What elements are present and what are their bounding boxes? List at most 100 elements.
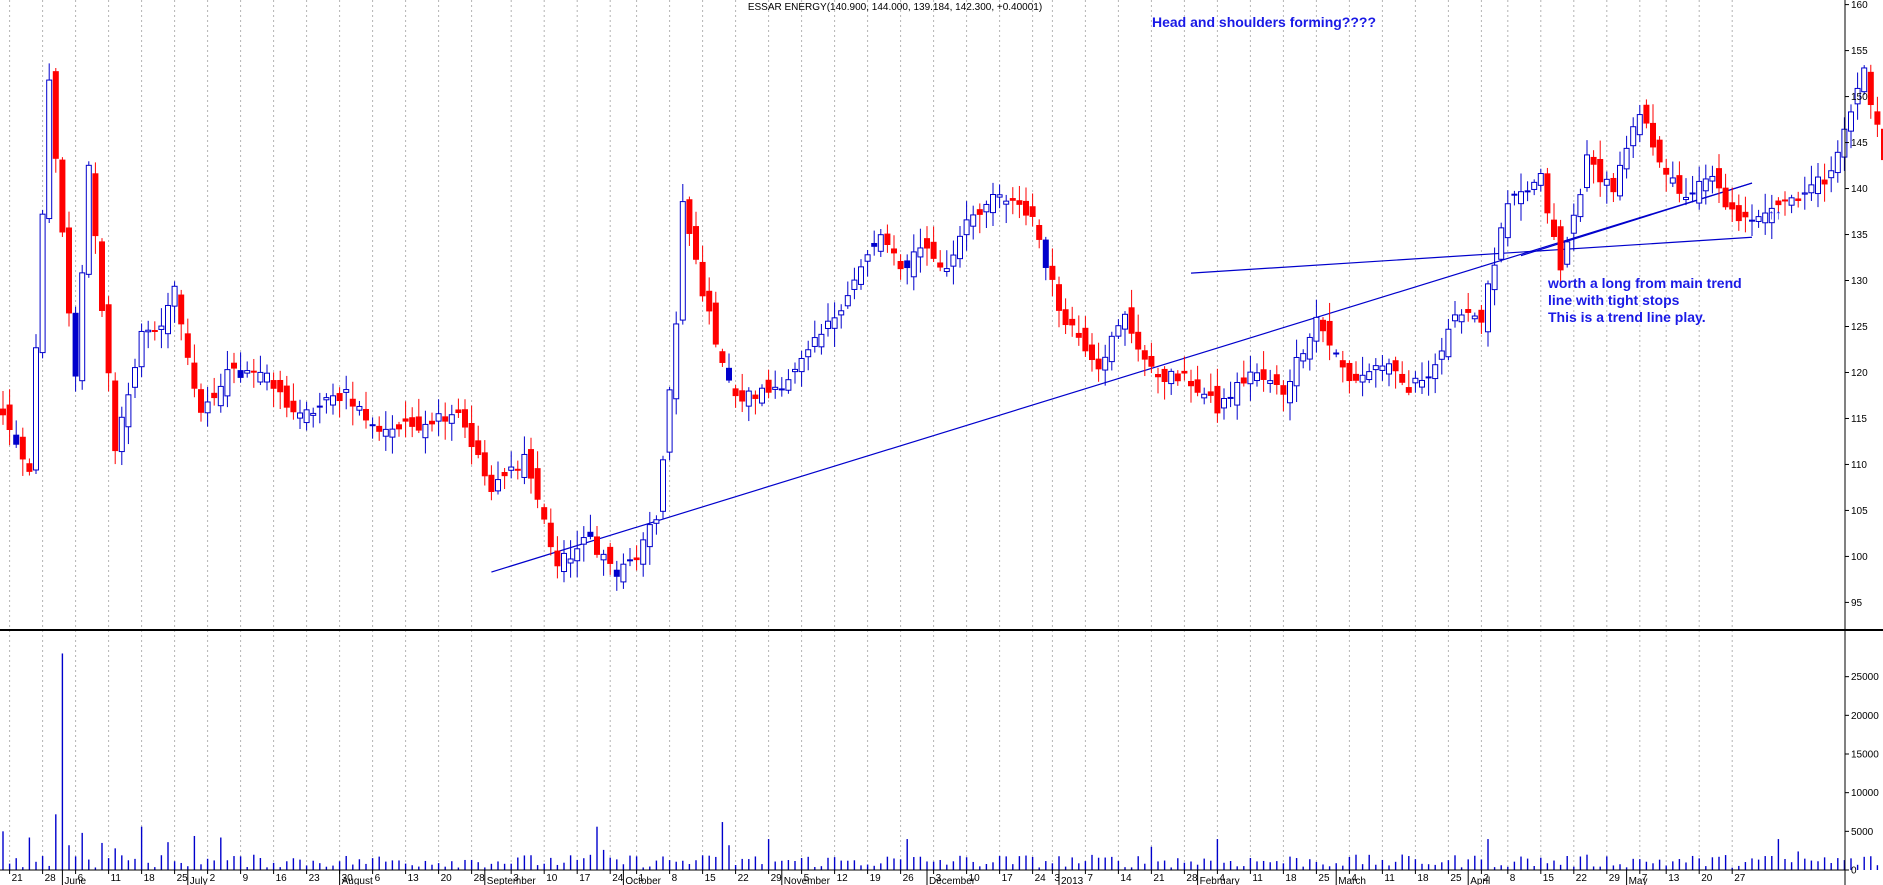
volume-bar bbox=[1335, 863, 1337, 870]
volume-bar bbox=[1144, 863, 1146, 870]
volume-bar bbox=[55, 814, 57, 870]
candle-body bbox=[620, 563, 627, 583]
volume-bar bbox=[1856, 864, 1859, 870]
volume-bar bbox=[404, 863, 407, 870]
volume-bar bbox=[1705, 866, 1707, 870]
candle-body bbox=[1669, 177, 1676, 184]
date-tick-label: 20 bbox=[441, 873, 453, 884]
candle-body bbox=[1346, 362, 1353, 382]
volume-bar bbox=[61, 653, 64, 870]
volume-tick-label: 10000 bbox=[1851, 788, 1879, 799]
candle-body bbox=[1557, 226, 1564, 271]
volume-bar bbox=[919, 856, 922, 870]
volume-bar bbox=[497, 861, 499, 870]
candle-body bbox=[1531, 181, 1538, 190]
candle-body bbox=[567, 558, 574, 564]
candle-body bbox=[1854, 87, 1861, 105]
volume-bar bbox=[88, 859, 90, 870]
candle-body bbox=[1775, 200, 1782, 206]
date-tick-label: 10 bbox=[969, 873, 981, 884]
volume-bar bbox=[1573, 866, 1575, 870]
volume-bar bbox=[926, 861, 928, 870]
volume-bar bbox=[853, 860, 856, 870]
candle-body bbox=[396, 424, 402, 430]
volume-bar bbox=[622, 864, 625, 870]
candle-body bbox=[1749, 219, 1755, 222]
candle-body bbox=[1603, 178, 1610, 186]
candle-body bbox=[1181, 370, 1188, 374]
candle-body bbox=[1287, 381, 1293, 404]
candle-body bbox=[1412, 377, 1419, 384]
volume-bar bbox=[1031, 856, 1034, 870]
candle-body bbox=[633, 557, 640, 561]
date-tick-label: 21 bbox=[1153, 873, 1165, 884]
candle-body bbox=[514, 468, 521, 471]
volume-bar bbox=[979, 866, 981, 870]
candle-body bbox=[1135, 331, 1142, 350]
candle-body bbox=[19, 436, 26, 460]
volume-bar bbox=[616, 859, 618, 870]
candle-body bbox=[435, 413, 442, 422]
volume-bar bbox=[1381, 859, 1384, 870]
price-tick-label: 115 bbox=[1851, 414, 1867, 425]
date-tick-label: 15 bbox=[1543, 873, 1555, 884]
volume-bar bbox=[1757, 859, 1760, 870]
volume-bar bbox=[1414, 859, 1417, 870]
date-tick-label: 30 bbox=[342, 873, 354, 884]
candle-body bbox=[1478, 309, 1485, 323]
volume-bar bbox=[1526, 858, 1529, 870]
volume-bar bbox=[1863, 856, 1865, 870]
candle-body bbox=[1306, 336, 1313, 360]
price-candles bbox=[0, 63, 1883, 591]
candle-body bbox=[316, 405, 323, 408]
volume-bar bbox=[1823, 857, 1826, 870]
candle-body bbox=[277, 379, 284, 393]
date-tick-label: 21 bbox=[12, 873, 24, 884]
volume-bar bbox=[596, 826, 598, 870]
volume-bar bbox=[1236, 866, 1238, 870]
candle-body bbox=[1333, 352, 1340, 355]
volume-bar bbox=[906, 839, 908, 870]
volume-bar bbox=[1038, 867, 1040, 870]
volume-bar bbox=[1045, 861, 1047, 870]
candle-body bbox=[1372, 365, 1379, 371]
candle-body bbox=[1227, 396, 1234, 399]
volume-bar bbox=[358, 859, 361, 870]
price-axis: 160 155 150 145 140 135 130 125 120 115 110 105 100 9… bbox=[1845, 0, 1868, 609]
candle-body bbox=[1498, 227, 1505, 260]
candle-body bbox=[264, 372, 270, 383]
volume-bar bbox=[319, 863, 321, 870]
candle-body bbox=[52, 71, 59, 159]
volume-bar bbox=[352, 864, 354, 870]
candle-body bbox=[237, 370, 244, 378]
candle-body bbox=[1320, 319, 1326, 332]
candle-body bbox=[1036, 225, 1043, 240]
candle-body bbox=[1049, 265, 1056, 280]
candle-body bbox=[336, 393, 343, 402]
candle-body bbox=[1570, 214, 1577, 234]
volume-bar bbox=[1210, 860, 1212, 870]
candle-body bbox=[1735, 205, 1742, 222]
volume-bar bbox=[48, 865, 50, 870]
date-tick-label: 24 bbox=[612, 873, 624, 884]
candle-body bbox=[825, 320, 831, 329]
volume-bar bbox=[1870, 856, 1872, 870]
volume-bar bbox=[1843, 860, 1846, 870]
date-tick-label: 13 bbox=[408, 873, 420, 884]
volume-bar bbox=[1368, 854, 1370, 870]
volume-bar bbox=[952, 861, 955, 870]
candle-body bbox=[1069, 318, 1076, 326]
candle-body bbox=[1247, 371, 1254, 385]
candle-body bbox=[217, 385, 224, 407]
date-tick-label: 17 bbox=[1002, 873, 1014, 884]
volume-bar bbox=[1262, 860, 1265, 870]
volume-bar bbox=[1394, 861, 1397, 870]
candle-body bbox=[429, 420, 435, 425]
date-tick-label: 28 bbox=[45, 873, 57, 884]
date-tick-label: 18 bbox=[1285, 873, 1297, 884]
candle-body bbox=[679, 201, 686, 321]
candle-body bbox=[1702, 178, 1709, 192]
candle-body bbox=[389, 428, 396, 438]
date-tick-label: 7 bbox=[1642, 873, 1648, 884]
candle-body bbox=[402, 418, 409, 422]
